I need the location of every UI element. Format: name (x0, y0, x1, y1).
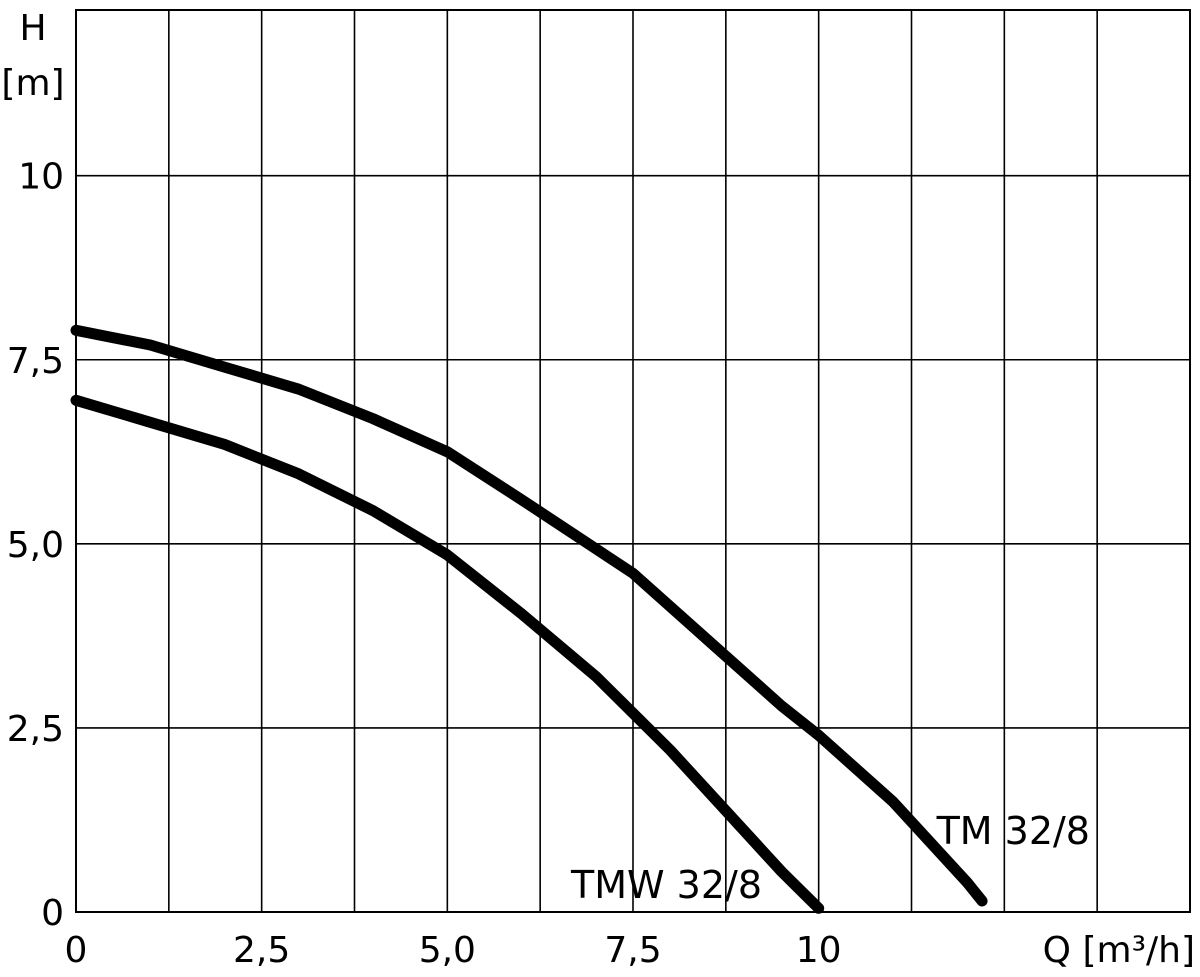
y-tick-label: 10 (18, 157, 64, 198)
y-axis-title-line1: H (19, 8, 46, 49)
y-tick-label: 5,0 (7, 525, 64, 566)
x-tick-label: 0 (65, 930, 88, 971)
x-tick-label: 5,0 (419, 930, 476, 971)
x-tick-label: 7,5 (604, 930, 661, 971)
series-line-tm-32-8 (70, 324, 988, 907)
series-line-tmw-32-8 (70, 394, 825, 914)
grid-layer (75, 9, 1191, 913)
y-tick-label: 7,5 (7, 341, 64, 382)
y-tick-label: 2,5 (7, 709, 64, 750)
y-axis-title-line2: [m] (1, 63, 64, 104)
series-label-tmw-32-8: TMW 32/8 (570, 863, 762, 907)
x-tick-label: 10 (796, 930, 842, 971)
curve-layer (70, 324, 988, 914)
x-tick-label: 2,5 (233, 930, 290, 971)
plot-frame (75, 9, 1191, 913)
tick-labels: 0 2,5 5,0 7,5 10 0 2,5 5,0 7,5 10 (7, 157, 842, 971)
x-axis-title: Q [m³/h] (1043, 930, 1195, 971)
y-tick-label: 0 (41, 893, 64, 934)
series-label-tm-32-8: TM 32/8 (936, 809, 1090, 853)
